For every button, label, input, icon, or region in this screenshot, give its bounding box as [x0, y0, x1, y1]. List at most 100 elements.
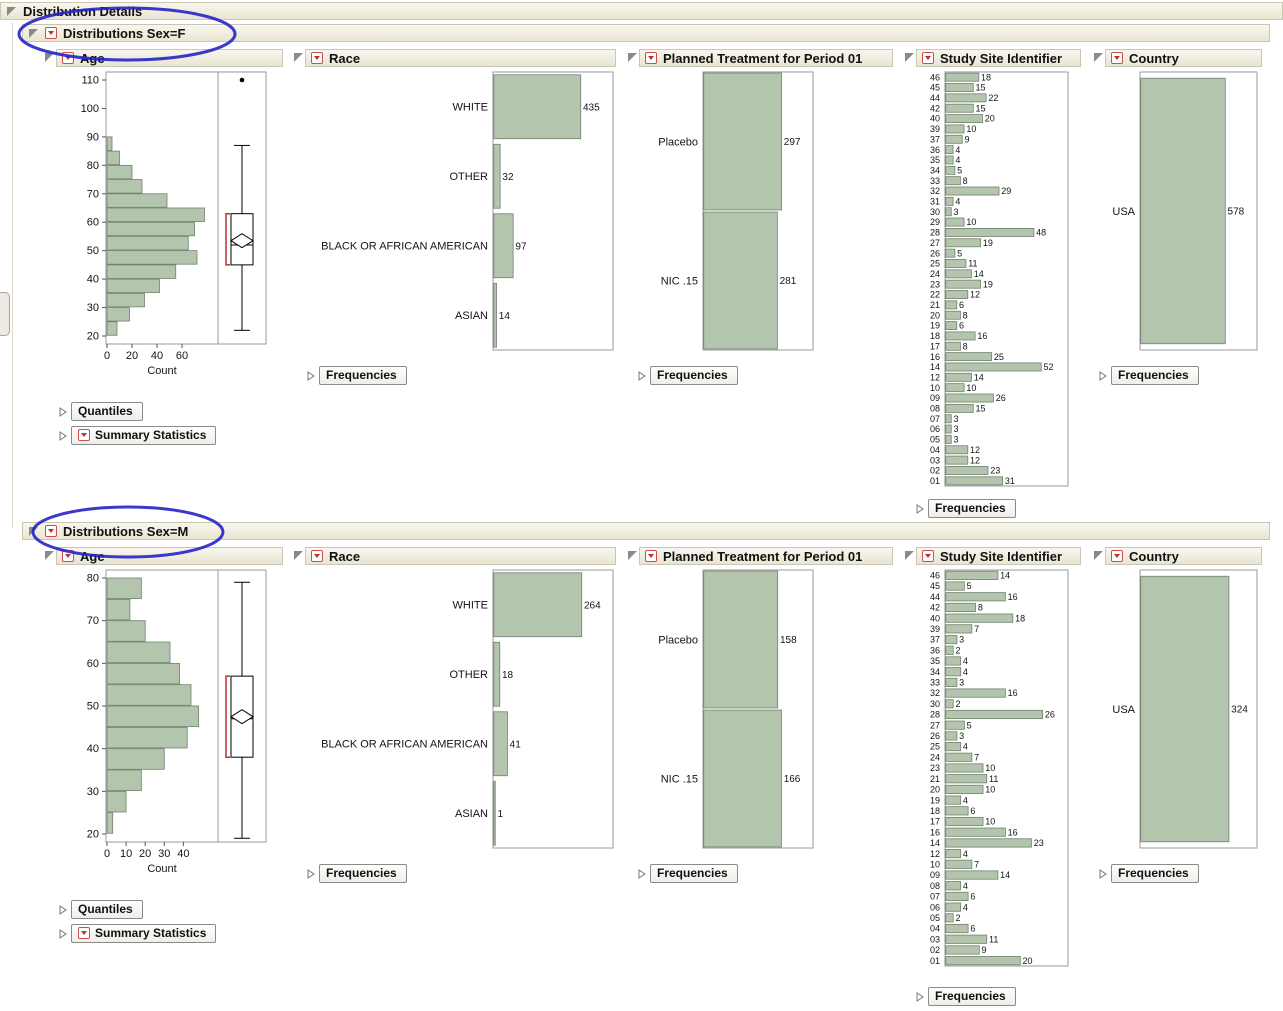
red-triangle-menu-icon[interactable] [645, 52, 657, 64]
red-triangle-menu-icon[interactable] [1111, 550, 1123, 562]
svg-text:26: 26 [930, 731, 940, 741]
svg-text:32: 32 [930, 186, 940, 196]
svg-text:5: 5 [957, 248, 962, 258]
red-triangle-menu-icon[interactable] [1111, 52, 1123, 64]
disclosure-open-icon[interactable] [1093, 52, 1104, 63]
frequencies-node-race[interactable]: Frequencies [306, 864, 407, 883]
red-triangle-menu-icon[interactable] [62, 52, 74, 64]
svg-text:25: 25 [930, 742, 940, 752]
panel-header-f[interactable]: Distributions Sex=F [22, 24, 1270, 42]
column-header-race[interactable]: Race [305, 49, 616, 67]
svg-text:2: 2 [955, 645, 960, 655]
disclosure-closed-icon[interactable] [637, 370, 647, 382]
column-header-country[interactable]: Country [1105, 49, 1262, 67]
frequencies-node-country[interactable]: Frequencies [1098, 366, 1199, 385]
race-bar-chart-f[interactable]: WHITE 435 OTHER 32 BLACK OR AFRICAN AMERICAN… [296, 70, 618, 358]
disclosure-open-icon[interactable] [627, 550, 638, 561]
svg-text:27: 27 [930, 720, 940, 730]
column-header-age[interactable]: Age [56, 547, 283, 565]
disclosure-closed-icon[interactable] [306, 370, 316, 382]
svg-text:70: 70 [87, 188, 99, 200]
disclosure-open-icon[interactable] [904, 550, 915, 561]
svg-text:35: 35 [930, 155, 940, 165]
frequencies-node-treatment[interactable]: Frequencies [637, 366, 738, 385]
disclosure-closed-icon[interactable] [915, 503, 925, 515]
quantiles-node[interactable]: Quantiles [58, 900, 143, 919]
red-triangle-menu-icon[interactable] [922, 550, 934, 562]
disclosure-open-icon[interactable] [627, 52, 638, 63]
country-bar-chart-f[interactable]: USA 578 [1096, 70, 1264, 358]
disclosure-closed-icon[interactable] [58, 430, 68, 442]
red-triangle-menu-icon[interactable] [311, 52, 323, 64]
red-triangle-menu-icon[interactable] [922, 52, 934, 64]
frequencies-node-race[interactable]: Frequencies [306, 366, 407, 385]
column-header-treatment[interactable]: Planned Treatment for Period 01 [639, 547, 893, 565]
frequencies-node-site[interactable]: Frequencies [915, 987, 1016, 1006]
svg-text:10: 10 [985, 817, 995, 827]
svg-text:41: 41 [510, 739, 522, 750]
frequencies-node-country[interactable]: Frequencies [1098, 864, 1199, 883]
disclosure-closed-icon[interactable] [306, 868, 316, 880]
disclosure-open-icon[interactable] [1093, 550, 1104, 561]
red-triangle-menu-icon[interactable] [45, 525, 57, 537]
column-header-country[interactable]: Country [1105, 547, 1262, 565]
disclosure-open-icon[interactable] [44, 550, 55, 561]
svg-text:32: 32 [502, 172, 514, 183]
disclosure-closed-icon[interactable] [1098, 370, 1108, 382]
quantiles-node[interactable]: Quantiles [58, 402, 143, 421]
disclosure-open-icon[interactable] [44, 52, 55, 63]
disclosure-open-icon[interactable] [28, 526, 39, 537]
svg-text:4: 4 [963, 656, 968, 666]
red-triangle-menu-icon[interactable] [78, 927, 90, 939]
race-bar-chart-m[interactable]: WHITE 264 OTHER 18 BLACK OR AFRICAN AMERICAN… [296, 568, 618, 856]
root-outline-header[interactable]: Distribution Details [0, 2, 1283, 20]
disclosure-open-icon[interactable] [293, 550, 304, 561]
svg-text:9: 9 [965, 134, 970, 144]
treatment-bar-chart-m[interactable]: Placebo 158 NIC .15 166 [630, 568, 894, 856]
disclosure-open-icon[interactable] [28, 28, 39, 39]
frequencies-node-treatment[interactable]: Frequencies [637, 864, 738, 883]
disclosure-open-icon[interactable] [6, 6, 17, 17]
country-bar-chart-m[interactable]: USA 324 [1096, 568, 1264, 856]
red-triangle-menu-icon[interactable] [645, 550, 657, 562]
red-triangle-menu-icon[interactable] [78, 429, 90, 441]
disclosure-closed-icon[interactable] [637, 868, 647, 880]
column-header-site[interactable]: Study Site Identifier [916, 547, 1081, 565]
red-triangle-menu-icon[interactable] [45, 27, 57, 39]
disclosure-closed-icon[interactable] [58, 928, 68, 940]
red-triangle-menu-icon[interactable] [62, 550, 74, 562]
svg-text:03: 03 [930, 934, 940, 944]
collapsed-side-panel-tab[interactable] [0, 292, 10, 336]
panel-header-m[interactable]: Distributions Sex=M [22, 522, 1270, 540]
red-triangle-menu-icon[interactable] [311, 550, 323, 562]
disclosure-closed-icon[interactable] [58, 904, 68, 916]
treatment-bar-chart-f[interactable]: Placebo 297 NIC .15 281 [630, 70, 894, 358]
svg-text:6: 6 [970, 924, 975, 934]
svg-text:7: 7 [974, 859, 979, 869]
column-header-race[interactable]: Race [305, 547, 616, 565]
svg-text:15: 15 [976, 83, 986, 93]
disclosure-open-icon[interactable] [904, 52, 915, 63]
svg-text:34: 34 [930, 165, 940, 175]
summary-statistics-node[interactable]: Summary Statistics [58, 924, 217, 943]
disclosure-closed-icon[interactable] [915, 991, 925, 1003]
column-header-site[interactable]: Study Site Identifier [916, 49, 1081, 67]
svg-text:07: 07 [930, 414, 940, 424]
column-header-treatment[interactable]: Planned Treatment for Period 01 [639, 49, 893, 67]
svg-text:22: 22 [988, 93, 998, 103]
summary-statistics-node[interactable]: Summary Statistics [58, 426, 217, 445]
disclosure-closed-icon[interactable] [1098, 868, 1108, 880]
disclosure-open-icon[interactable] [293, 52, 304, 63]
svg-text:15: 15 [976, 404, 986, 414]
svg-text:0: 0 [104, 848, 110, 860]
disclosure-closed-icon[interactable] [58, 406, 68, 418]
svg-text:36: 36 [930, 145, 940, 155]
frequencies-node-site[interactable]: Frequencies [915, 499, 1016, 518]
column-header-age[interactable]: Age [56, 49, 283, 67]
svg-text:09: 09 [930, 870, 940, 880]
